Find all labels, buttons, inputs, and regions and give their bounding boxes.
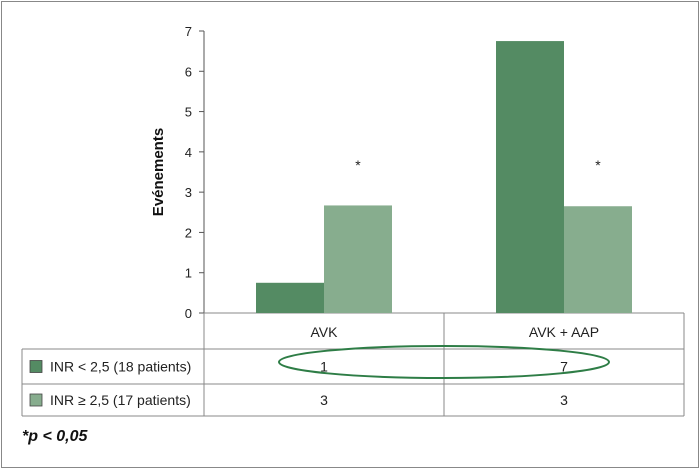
y-tick-label: 3 bbox=[185, 185, 192, 200]
bar bbox=[496, 41, 564, 313]
table-value: 3 bbox=[560, 392, 568, 408]
legend-swatch bbox=[29, 393, 43, 407]
highlight-ellipse bbox=[278, 345, 610, 379]
y-tick-label: 4 bbox=[185, 145, 192, 160]
y-tick-label: 6 bbox=[185, 64, 192, 79]
legend-swatch bbox=[29, 360, 43, 373]
bar bbox=[256, 282, 324, 313]
significance-marker: * bbox=[355, 157, 361, 173]
y-tick-label: 7 bbox=[185, 24, 192, 39]
legend-label: INR < 2,5 (18 patients) bbox=[50, 359, 191, 375]
footnote: *p < 0,05 bbox=[22, 428, 88, 445]
bar bbox=[324, 205, 392, 313]
y-tick-label: 1 bbox=[185, 266, 192, 281]
significance-marker: * bbox=[595, 157, 601, 173]
y-tick-label: 2 bbox=[185, 225, 192, 240]
legend-label: INR ≥ 2,5 (17 patients) bbox=[50, 392, 191, 408]
table-value: 3 bbox=[320, 392, 328, 408]
category-label: AVK + AAP bbox=[529, 324, 599, 340]
y-axis-title: Evénements bbox=[150, 128, 167, 216]
y-tick-label: 5 bbox=[185, 105, 192, 120]
bar bbox=[564, 206, 632, 313]
table-value: 1 bbox=[320, 359, 328, 375]
table-value: 7 bbox=[560, 359, 568, 375]
y-tick-label: 0 bbox=[185, 306, 192, 321]
category-label: AVK bbox=[311, 324, 339, 340]
